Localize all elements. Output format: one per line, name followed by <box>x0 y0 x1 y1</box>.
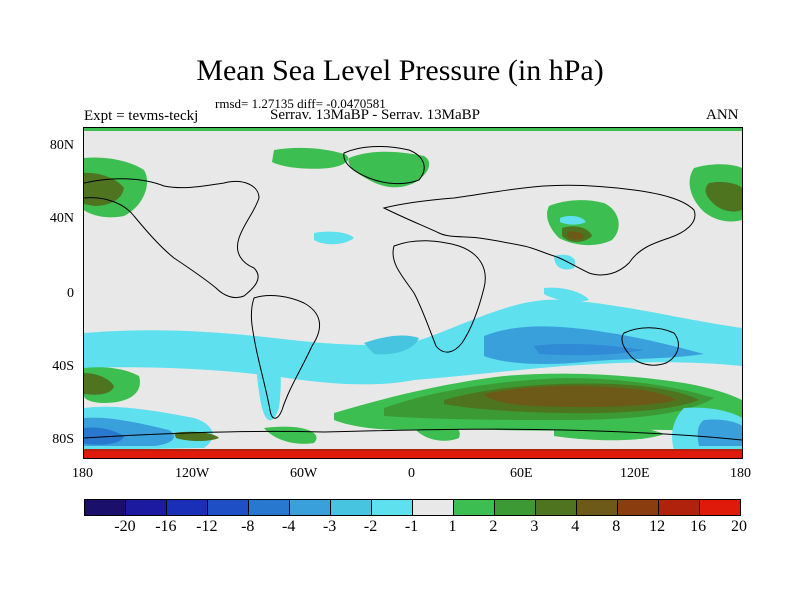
colorbar-cell <box>495 500 536 515</box>
colorbar-label: 16 <box>690 518 707 535</box>
colorbar-cell <box>618 500 659 515</box>
colorbar-label: -12 <box>196 518 218 535</box>
top-edge-strip <box>84 128 742 131</box>
colorbar-label: -8 <box>241 518 255 535</box>
lon-label-120e: 120E <box>620 466 650 481</box>
colorbar-cell <box>126 500 167 515</box>
colorbar-label: -3 <box>322 518 337 535</box>
colorbar-cell <box>331 500 372 515</box>
lon-label-120w: 120W <box>175 466 210 481</box>
colorbar-label: 8 <box>612 518 621 535</box>
colorbar-cell <box>167 500 208 515</box>
colorbar-cell <box>290 500 331 515</box>
southern-low-belt <box>84 299 742 421</box>
colorbar <box>84 499 741 516</box>
colorbar-cell <box>577 500 618 515</box>
colorbar-cell <box>700 500 740 515</box>
lon-label-0: 0 <box>408 466 415 481</box>
colorbar-label: -2 <box>363 518 378 535</box>
colorbar-label: 2 <box>489 518 498 535</box>
north-pacific-high <box>84 157 742 222</box>
colorbar-label: -16 <box>155 518 177 535</box>
colorbar-cell <box>208 500 249 515</box>
colorbar-label: 1 <box>448 518 457 535</box>
southern-high-belt <box>84 367 742 431</box>
colorbar-cell <box>659 500 700 515</box>
season-label: ANN <box>706 107 739 123</box>
pressure-difference-map <box>84 128 742 458</box>
colorbar-label: 4 <box>571 518 580 535</box>
lon-label-60e: 60E <box>510 466 533 481</box>
map-panel <box>83 127 743 459</box>
lat-label-80n: 80N <box>49 138 74 153</box>
colorbar-cell <box>413 500 454 515</box>
antarctic-region <box>84 406 742 458</box>
lon-label-60w: 60W <box>290 466 318 481</box>
colorbar-label: -4 <box>282 518 296 535</box>
comparison-label: Serrav. 13MaBP - Serrav. 13MaBP <box>270 107 480 123</box>
colorbar-cell <box>536 500 577 515</box>
lat-label-eq: 0 <box>67 286 74 301</box>
lon-label-180e: 180 <box>730 466 751 481</box>
colorbar-label: -20 <box>114 518 136 535</box>
colorbar-cell <box>85 500 126 515</box>
colorbar-cell <box>249 500 290 515</box>
rmsd-diff-stats: rmsd= 1.27135 diff= -0.0470581 <box>215 96 386 111</box>
colorbar-label: 3 <box>530 518 539 535</box>
colorbar-cell <box>372 500 413 515</box>
lon-label-180w: 180 <box>72 466 93 481</box>
colorbar-label: 12 <box>649 518 666 535</box>
lat-label-40n: 40N <box>49 211 74 226</box>
experiment-label: Expt = tevms-teckj <box>84 108 199 124</box>
colorbar-cell <box>454 500 495 515</box>
plot-title: Mean Sea Level Pressure (in hPa) <box>196 54 604 87</box>
colorbar-label: -1 <box>404 518 419 535</box>
lat-label-40s: 40S <box>52 359 74 374</box>
colorbar-label: 20 <box>731 518 747 535</box>
lat-label-80s: 80S <box>52 432 74 447</box>
coastlines <box>84 145 742 441</box>
